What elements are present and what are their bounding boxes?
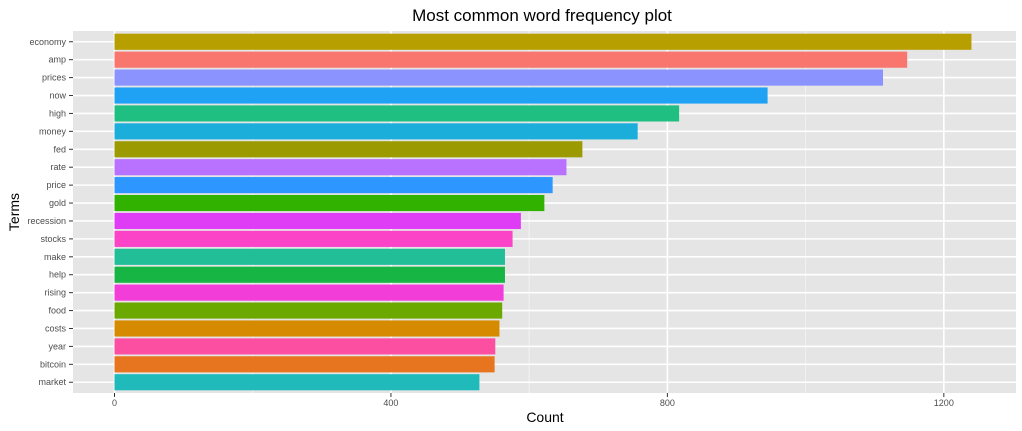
- bar-rising: [114, 284, 504, 301]
- y-tick-label: market: [38, 377, 66, 387]
- y-tick-label: rate: [50, 162, 66, 172]
- x-axis-ticks: 0 400 800 1200: [112, 393, 954, 408]
- x-tick-label: 0: [112, 398, 117, 408]
- y-tick-label: year: [48, 341, 66, 351]
- bar-money: [114, 123, 638, 140]
- bar-food: [114, 302, 503, 319]
- bar-stocks: [114, 230, 513, 247]
- bar-rate: [114, 159, 567, 176]
- y-tick-label: recession: [27, 216, 66, 226]
- x-tick-label: 1200: [934, 398, 954, 408]
- y-tick-label: high: [49, 108, 66, 118]
- y-tick-label: now: [49, 91, 66, 101]
- bar-gold: [114, 194, 545, 212]
- y-tick-label: help: [49, 270, 66, 280]
- bars: [114, 33, 972, 391]
- x-axis-title: Count: [526, 409, 563, 425]
- y-tick-label: make: [44, 252, 66, 262]
- bar-recession: [114, 212, 521, 230]
- x-tick-label: 800: [660, 398, 675, 408]
- chart-title: Most common word frequency plot: [412, 6, 672, 25]
- bar-help: [114, 266, 505, 283]
- bar-prices: [114, 69, 884, 86]
- x-tick-label: 400: [383, 398, 398, 408]
- y-tick-label: rising: [44, 288, 66, 298]
- y-tick-label: bitcoin: [40, 359, 66, 369]
- bar-amp: [114, 51, 908, 68]
- bar-year: [114, 338, 496, 355]
- bar-fed: [114, 141, 583, 158]
- bar-market: [114, 374, 480, 391]
- bar-costs: [114, 320, 500, 337]
- bar-economy: [114, 33, 972, 50]
- y-tick-label: money: [39, 126, 67, 136]
- y-tick-label: price: [46, 180, 66, 190]
- bar-price: [114, 177, 553, 194]
- y-tick-label: economy: [29, 37, 66, 47]
- y-tick-label: stocks: [40, 234, 66, 244]
- y-tick-label: costs: [45, 323, 67, 333]
- y-tick-label: prices: [42, 73, 67, 83]
- bar-high: [114, 105, 680, 122]
- bar-bitcoin: [114, 356, 495, 373]
- y-axis-title: Terms: [6, 193, 22, 231]
- y-tick-label: food: [48, 306, 66, 316]
- y-axis-ticks: economy amp prices now high money fed rate price…: [27, 37, 73, 387]
- y-tick-label: gold: [49, 198, 66, 208]
- bar-make: [114, 248, 505, 265]
- bar-now: [114, 87, 768, 104]
- y-tick-label: amp: [48, 55, 66, 65]
- y-tick-label: fed: [53, 144, 66, 154]
